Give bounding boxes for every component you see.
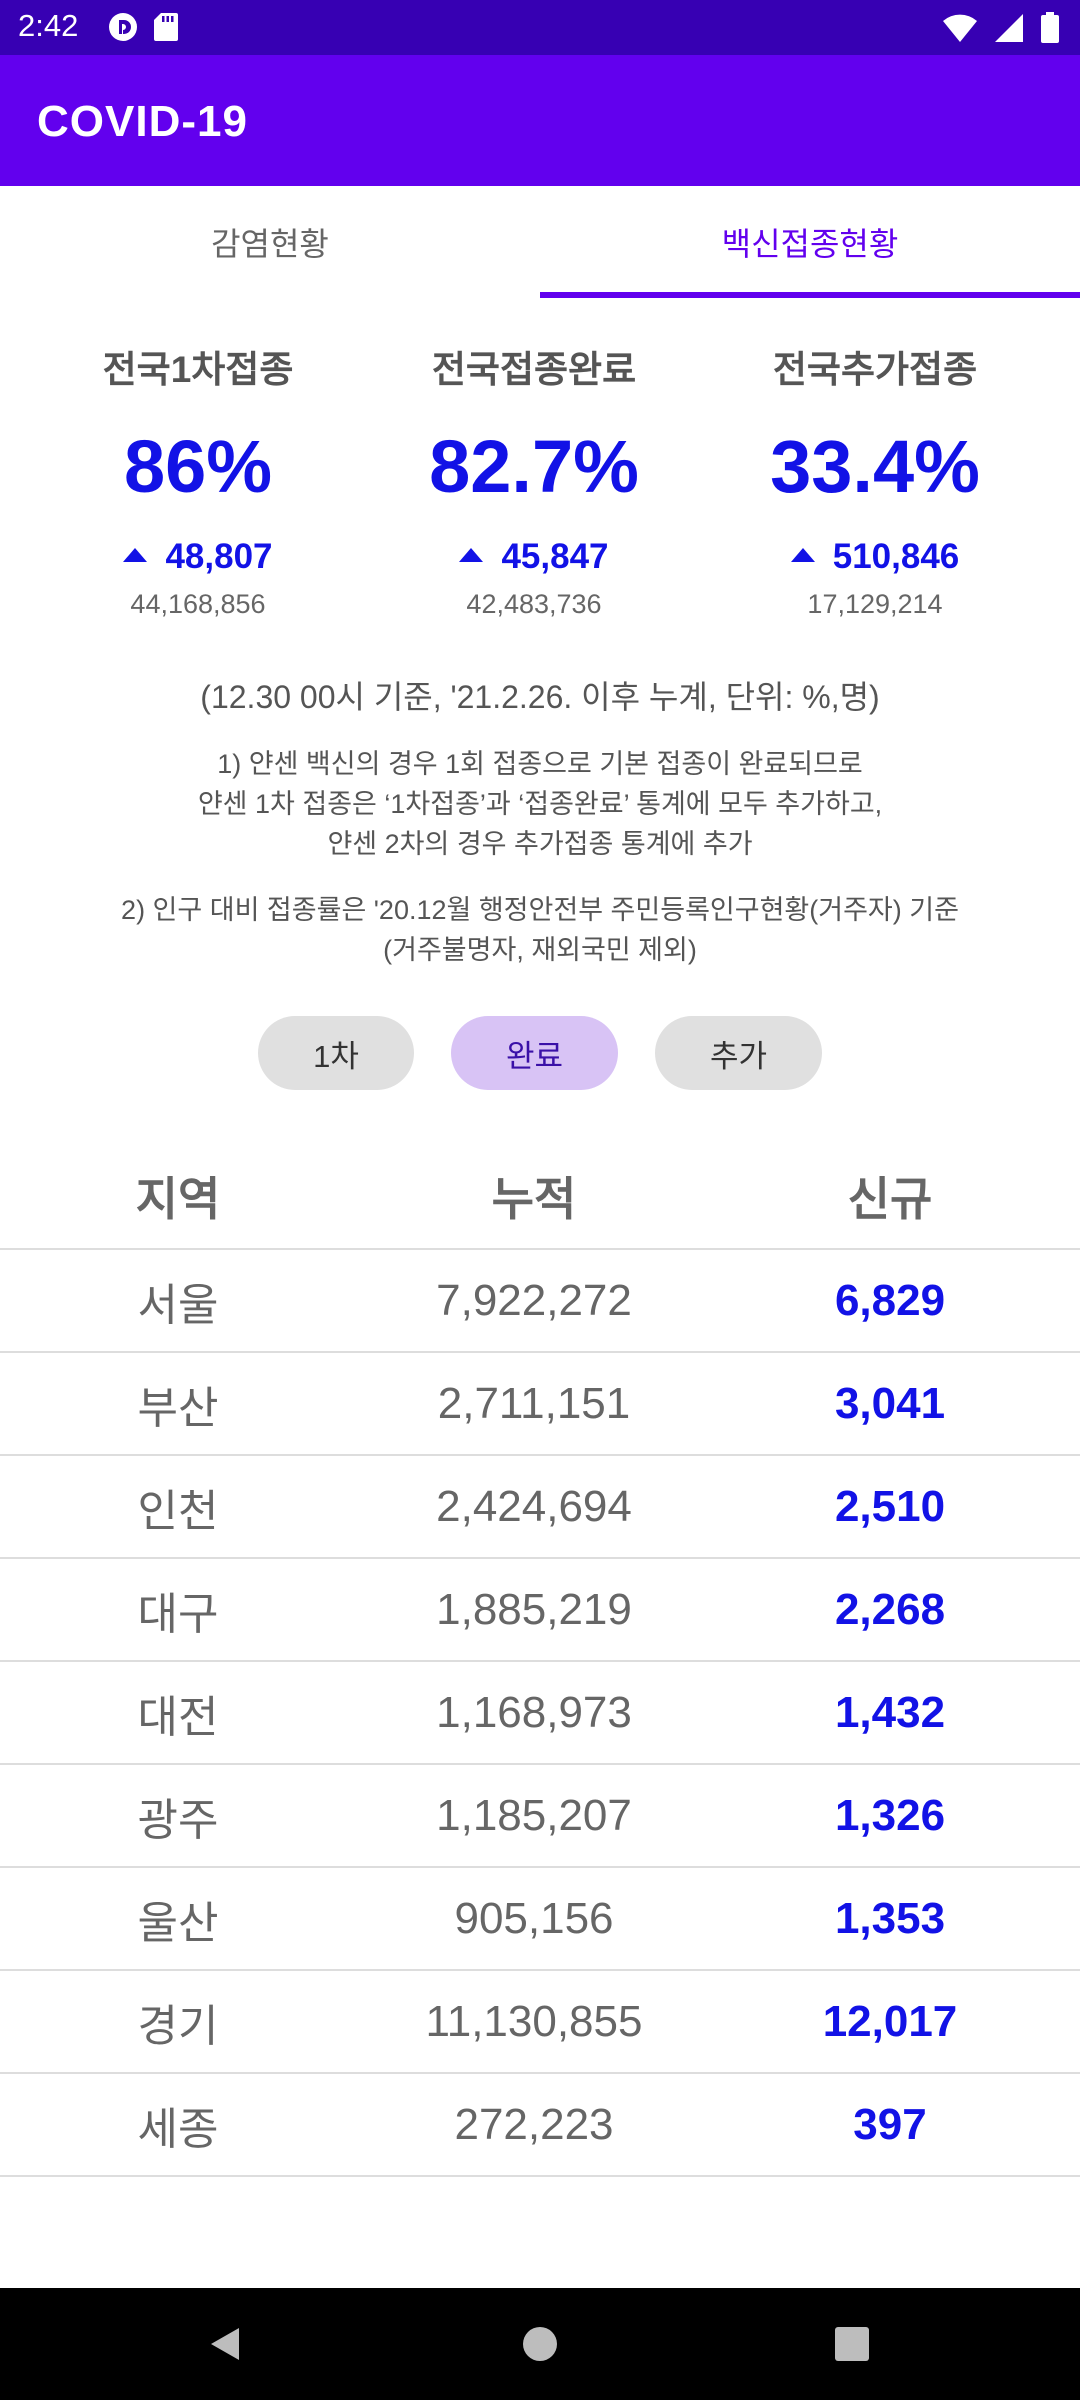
cell-new: 1,353 (834, 1893, 946, 1943)
cell-new: 3,041 (834, 1378, 946, 1428)
cell-region: 인천 (137, 1486, 219, 1536)
footnote-janssen: 1) 얀센 백신의 경우 1회 접종으로 기본 접종이 완료되므로 얀센 1차 … (0, 744, 1080, 864)
sd-card-icon (154, 12, 178, 47)
cell-region: 부산 (137, 1383, 219, 1433)
stat-label: 전국추가접종 (772, 349, 978, 390)
stat-total: 42,483,736 (466, 589, 602, 619)
footnote-line: 얀센 2차의 경우 추가접종 통계에 추가 (327, 829, 753, 859)
cell-cumulative: 2,711,151 (437, 1378, 631, 1428)
table-row: 세종 272,223 397 (0, 2074, 1080, 2177)
table-row: 서울 7,922,272 6,829 (0, 1250, 1080, 1353)
stat-percentage: 33.4% (770, 425, 980, 508)
tab-indicator (540, 292, 1080, 298)
status-left-icons (108, 12, 178, 47)
table-row: 울산 905,156 1,353 (0, 1868, 1080, 1971)
cell-region: 서울 (137, 1280, 219, 1330)
stat-label: 전국접종완료 (431, 349, 637, 390)
cell-new: 397 (853, 2099, 927, 2149)
stat-booster: 전국추가접종 33.4% 510,846 17,129,214 (695, 340, 1055, 624)
tab-infection-status[interactable]: 감염현황 (211, 226, 329, 262)
recents-icon (835, 2327, 869, 2361)
stat-total: 44,168,856 (130, 589, 266, 619)
stat-label: 전국1차접종 (102, 349, 294, 390)
data-basis-note: (12.30 00시 기준, '21.2.26. 이후 누계, 단위: %,명) (200, 679, 880, 715)
app-bar: COVID-19 (0, 55, 1080, 186)
table-row: 광주 1,185,207 1,326 (0, 1765, 1080, 1868)
stat-delta: 45,847 (354, 532, 714, 582)
arrow-up-icon (790, 547, 815, 562)
stat-delta-value: 48,807 (165, 537, 273, 576)
cell-region: 세종 (137, 2104, 219, 2154)
table-row: 대구 1,885,219 2,268 (0, 1559, 1080, 1662)
navigation-bar (0, 2288, 1080, 2400)
regional-table: 지역 누적 신규 서울 7,922,272 6,829 부산 2,711,151… (0, 1143, 1080, 2177)
cell-region: 광주 (137, 1795, 219, 1845)
cell-cumulative: 1,185,207 (436, 1790, 632, 1840)
status-time: 2:42 (18, 8, 79, 43)
stat-delta: 510,846 (695, 532, 1055, 582)
column-header-cumulative: 누적 (491, 1172, 577, 1225)
stat-delta: 48,807 (18, 532, 378, 582)
arrow-up-icon (123, 547, 148, 562)
stat-first-dose: 전국1차접종 86% 48,807 44,168,856 (18, 340, 378, 624)
stat-delta-value: 45,847 (501, 537, 609, 576)
arrow-up-icon (459, 547, 484, 562)
stat-percentage: 86% (123, 425, 273, 508)
cell-new: 2,510 (834, 1481, 946, 1531)
table-row: 대전 1,168,973 1,432 (0, 1662, 1080, 1765)
tab-vaccination-status[interactable]: 백신접종현황 (721, 226, 899, 262)
table-row: 인천 2,424,694 2,510 (0, 1456, 1080, 1559)
cell-new: 1,432 (834, 1687, 946, 1737)
cell-new: 1,326 (834, 1790, 946, 1840)
table-header: 지역 누적 신규 (0, 1143, 1080, 1250)
cell-region: 대구 (137, 1589, 219, 1639)
cell-cumulative: 905,156 (454, 1893, 614, 1943)
filter-first-dose-button[interactable]: 1차 (258, 1016, 414, 1090)
cell-cumulative: 2,424,694 (436, 1481, 632, 1531)
status-right-icons (942, 12, 1060, 49)
battery-icon (1040, 12, 1060, 49)
cell-region: 대전 (137, 1692, 219, 1742)
back-button[interactable] (165, 2288, 285, 2400)
cell-new: 6,829 (834, 1275, 946, 1325)
cell-cumulative: 272,223 (454, 2099, 614, 2149)
column-header-new: 신규 (847, 1172, 933, 1225)
back-icon (211, 2328, 239, 2360)
wifi-icon (942, 13, 978, 48)
cell-cumulative: 11,130,855 (425, 1996, 643, 2046)
stat-total: 17,129,214 (807, 589, 943, 619)
table-row: 경기 11,130,855 12,017 (0, 1971, 1080, 2074)
cell-cumulative: 1,168,973 (436, 1687, 632, 1737)
footnote-line: 1) 얀센 백신의 경우 1회 접종으로 기본 접종이 완료되므로 (217, 749, 863, 779)
stat-percentage: 82.7% (429, 425, 639, 508)
app-title: COVID-19 (37, 97, 248, 146)
status-bar: 2:42 (0, 0, 1080, 55)
column-header-region: 지역 (135, 1172, 221, 1225)
cell-new: 2,268 (834, 1584, 946, 1634)
cell-cumulative: 7,922,272 (436, 1275, 632, 1325)
cell-region: 경기 (137, 2001, 219, 2051)
filter-booster-button[interactable]: 추가 (655, 1016, 822, 1090)
footnote-line: 2) 인구 대비 접종률은 '20.12월 행정안전부 주민등록인구현황(거주자… (121, 895, 959, 925)
filter-complete-button[interactable]: 완료 (451, 1016, 618, 1090)
footnote-line: (거주불명자, 재외국민 제외) (383, 935, 697, 965)
recents-button[interactable] (792, 2288, 912, 2400)
footnote-population: 2) 인구 대비 접종률은 '20.12월 행정안전부 주민등록인구현황(거주자… (0, 890, 1080, 970)
cell-cumulative: 1,885,219 (436, 1584, 632, 1634)
footnote-line: 얀센 1차 접종은 ‘1차접종’과 ‘접종완료’ 통계에 모두 추가하고, (197, 789, 883, 819)
table-row: 부산 2,711,151 3,041 (0, 1353, 1080, 1456)
cell-new: 12,017 (822, 1996, 958, 2046)
home-icon (523, 2327, 557, 2361)
cellular-signal-icon (994, 13, 1024, 48)
stat-delta-value: 510,846 (832, 537, 960, 576)
home-button[interactable] (480, 2288, 600, 2400)
cell-region: 울산 (137, 1898, 219, 1948)
tab-bar: 감염현황 백신접종현황 (0, 186, 1080, 298)
stat-fully-vaccinated: 전국접종완료 82.7% 45,847 42,483,736 (354, 340, 714, 624)
pocket-casts-icon (108, 12, 138, 47)
